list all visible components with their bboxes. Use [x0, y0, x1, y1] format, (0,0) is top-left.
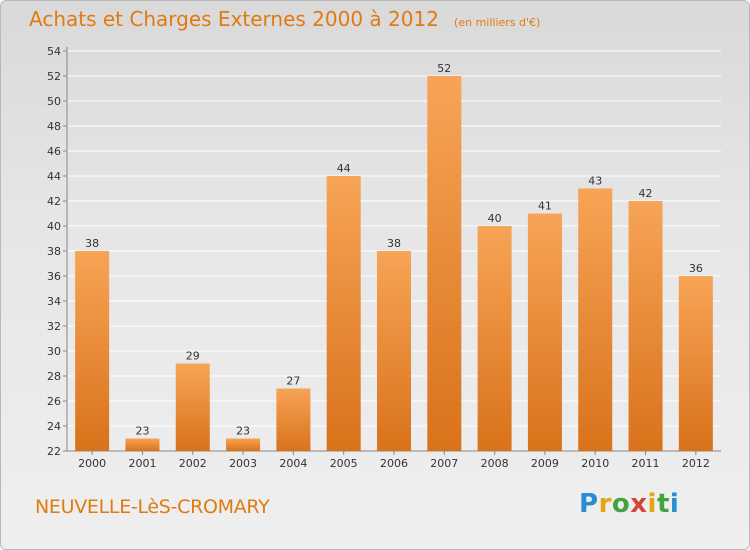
bar-value-label: 29 [186, 350, 200, 363]
bar-value-label: 42 [639, 187, 653, 200]
y-tick-label: 54 [47, 45, 61, 58]
bar [477, 226, 512, 451]
bar [578, 188, 613, 451]
x-tick-label: 2003 [229, 457, 257, 470]
bar [175, 363, 210, 451]
x-tick-label: 2011 [632, 457, 660, 470]
bar-value-label: 36 [689, 262, 703, 275]
bar-value-label: 38 [387, 237, 401, 250]
y-tick-label: 40 [47, 220, 61, 233]
bar-value-label: 27 [286, 375, 300, 388]
bar [527, 213, 562, 451]
bar [377, 251, 411, 451]
x-tick-label: 2007 [430, 457, 458, 470]
bar-value-label: 52 [437, 62, 451, 75]
y-tick-label: 44 [47, 170, 61, 183]
y-tick-label: 22 [47, 445, 61, 458]
x-tick-label: 2009 [531, 457, 559, 470]
y-tick-label: 52 [47, 70, 61, 83]
title-row: Achats et Charges Externes 2000 à 2012 (… [29, 7, 540, 31]
x-tick-label: 2005 [330, 457, 358, 470]
y-tick-label: 32 [47, 320, 61, 333]
bar-value-label: 23 [236, 425, 250, 438]
x-tick-label: 2012 [682, 457, 710, 470]
proxiti-logo: Proxiti [579, 489, 680, 519]
bar [427, 76, 462, 451]
bar-value-label: 41 [538, 200, 552, 213]
town-name: NEUVELLE-LèS-CROMARY [35, 496, 270, 518]
bar-value-label: 40 [488, 212, 502, 225]
bar-value-label: 44 [337, 162, 351, 175]
bar-value-label: 38 [85, 237, 99, 250]
chart-title: Achats et Charges Externes 2000 à 2012 [29, 7, 439, 31]
y-tick-label: 24 [47, 420, 61, 433]
x-tick-label: 2000 [78, 457, 106, 470]
x-tick-label: 2004 [279, 457, 307, 470]
chart-subtitle: (en milliers d'€) [454, 16, 541, 29]
y-tick-label: 26 [47, 395, 61, 408]
bar [125, 438, 160, 451]
bar [276, 388, 311, 451]
bar [226, 438, 261, 451]
x-tick-label: 2002 [179, 457, 207, 470]
y-tick-label: 50 [47, 95, 61, 108]
bar-value-label: 43 [588, 175, 602, 188]
bar [678, 276, 713, 451]
x-tick-label: 2010 [581, 457, 609, 470]
y-tick-label: 38 [47, 245, 61, 258]
y-tick-label: 30 [47, 345, 61, 358]
x-tick-label: 2001 [128, 457, 156, 470]
x-tick-label: 2006 [380, 457, 408, 470]
bar-value-label: 23 [135, 425, 149, 438]
y-tick-label: 48 [47, 120, 61, 133]
bar [75, 251, 110, 451]
y-tick-label: 28 [47, 370, 61, 383]
x-tick-label: 2008 [481, 457, 509, 470]
y-tick-label: 36 [47, 270, 61, 283]
y-tick-label: 46 [47, 145, 61, 158]
y-tick-label: 34 [47, 295, 61, 308]
bar [628, 201, 663, 451]
y-tick-label: 42 [47, 195, 61, 208]
bar [326, 176, 361, 451]
